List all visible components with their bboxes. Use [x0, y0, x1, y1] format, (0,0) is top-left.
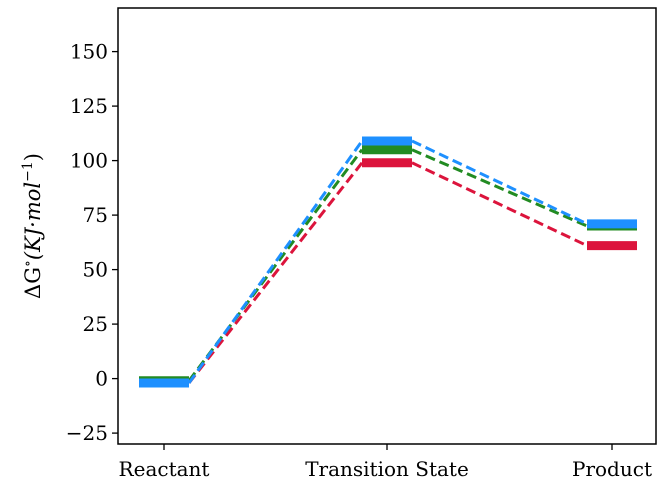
- plot-frame: [117, 7, 657, 445]
- series-2: [139, 136, 637, 388]
- y-axis-label-prefix: ΔG: [21, 267, 45, 299]
- y-tick-label: 125: [70, 94, 108, 118]
- y-axis-label-exponent: −1: [20, 161, 36, 182]
- series-connector: [411, 139, 588, 226]
- x-tick-label: Reactant: [119, 457, 210, 481]
- y-axis-label-units: (KJ·mol: [21, 182, 45, 260]
- series-connector: [187, 140, 364, 384]
- y-tick-label: 50: [83, 258, 108, 282]
- y-tick-label: 100: [70, 149, 108, 173]
- y-tick-label: 75: [83, 203, 108, 227]
- series-layer: [139, 136, 637, 388]
- y-tick-label: 25: [83, 312, 108, 336]
- y-axis-label-close: ): [21, 153, 45, 161]
- series-connector: [411, 148, 588, 228]
- y-tick-label: −25: [66, 421, 108, 445]
- x-axis: Reactant Transition State Product: [119, 444, 652, 481]
- x-tick-label: Product: [572, 457, 652, 481]
- series-connector: [411, 161, 588, 247]
- y-tick-label: 0: [95, 367, 108, 391]
- y-axis-label: ΔG∘(KJ·mol−1): [20, 153, 45, 299]
- y-axis: −25 0 25 50 75 100 125 150: [66, 40, 118, 445]
- series-1: [139, 145, 637, 386]
- series-connector: [187, 161, 364, 384]
- y-tick-label: 150: [70, 40, 108, 64]
- x-tick-label: Transition State: [305, 457, 469, 481]
- y-axis-label-degree: ∘: [20, 260, 36, 267]
